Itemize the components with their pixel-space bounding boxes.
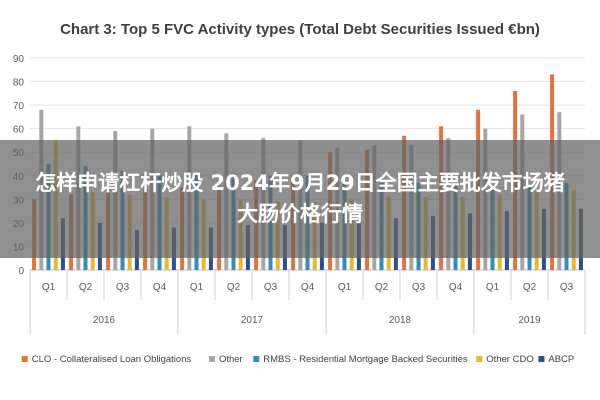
year-label: 2016 — [93, 315, 116, 326]
year-label: 2018 — [389, 315, 412, 326]
overlay-text: 怎样申请杠杆炒股 2024年9月29日全国主要批发市场猪大肠价格行情 — [35, 171, 565, 226]
legend-swatch — [476, 356, 483, 362]
x-tick-label: Q2 — [79, 282, 93, 293]
legend-label: ABCP — [548, 354, 574, 365]
x-tick-label: Q4 — [449, 282, 463, 293]
x-tick-label: Q4 — [301, 282, 315, 293]
y-tick-label: 70 — [13, 101, 25, 112]
x-tick-label: Q1 — [190, 282, 204, 293]
x-tick-label: Q2 — [523, 282, 537, 293]
x-tick-label: Q1 — [338, 282, 352, 293]
legend: CLO - Collateralised Loan Obligations Oth… — [21, 354, 574, 365]
y-tick-label: 90 — [13, 54, 25, 65]
legend-swatch — [208, 356, 215, 362]
x-tick-label: Q3 — [560, 282, 574, 293]
x-tick-label: Q2 — [227, 282, 241, 293]
y-tick-label: 60 — [13, 125, 25, 136]
x-tick-label: Q3 — [412, 282, 426, 293]
legend-label: Other — [219, 354, 243, 365]
x-tick-label: Q2 — [375, 282, 389, 293]
overlay-banner: 怎样申请杠杆炒股 2024年9月29日全国主要批发市场猪大肠价格行情 — [0, 140, 600, 258]
chart-title: Chart 3: Top 5 FVC Activity types (Total… — [60, 21, 540, 38]
legend-swatch — [253, 356, 260, 362]
y-tick-label: 0 — [18, 266, 24, 277]
x-tick-label: Q1 — [42, 282, 56, 293]
x-tick-label: Q3 — [264, 282, 278, 293]
legend-label: Other CDO — [486, 354, 534, 365]
x-tick-label: Q4 — [153, 282, 167, 293]
legend-label: RMBS - Residential Mortgage Backed Secur… — [263, 354, 468, 365]
legend-swatch — [21, 356, 28, 362]
legend-label: CLO - Collateralised Loan Obligations — [32, 354, 192, 365]
x-axis: Q1 Q2 Q3 Q4 Q1 Q2 Q3 Q4 Q1 Q2 Q3 Q4 Q1 Q2 Q3 2016 2017 20… — [29, 270, 586, 335]
legend-swatch — [538, 356, 545, 362]
year-label: 2017 — [241, 315, 264, 326]
y-tick-label: 80 — [13, 78, 25, 89]
year-label: 2019 — [518, 315, 541, 326]
x-tick-label: Q3 — [116, 282, 130, 293]
x-tick-label: Q1 — [486, 282, 500, 293]
